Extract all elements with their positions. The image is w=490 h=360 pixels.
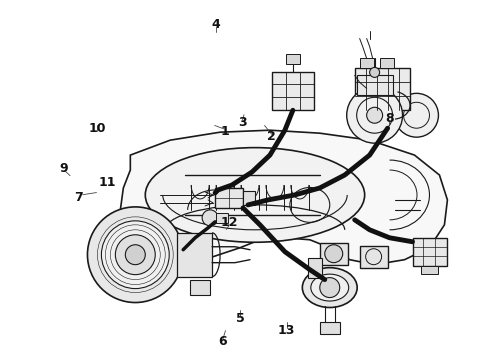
Text: 3: 3 <box>238 116 247 129</box>
Bar <box>357 75 392 95</box>
Bar <box>190 280 210 294</box>
Text: 4: 4 <box>211 18 220 31</box>
Bar <box>355 68 410 110</box>
Circle shape <box>394 93 439 137</box>
Ellipse shape <box>311 274 349 301</box>
Bar <box>420 266 439 274</box>
Bar <box>308 258 322 278</box>
Bar <box>243 191 255 205</box>
Circle shape <box>125 245 145 265</box>
Circle shape <box>367 107 383 123</box>
Text: 5: 5 <box>236 311 245 325</box>
Polygon shape <box>121 130 447 265</box>
Circle shape <box>202 210 218 226</box>
Text: 11: 11 <box>98 176 116 189</box>
Text: 2: 2 <box>268 130 276 144</box>
Bar <box>215 188 243 208</box>
Text: 13: 13 <box>278 324 295 337</box>
Bar <box>177 233 212 276</box>
Bar <box>360 58 374 68</box>
Bar <box>272 72 314 110</box>
Circle shape <box>325 245 343 263</box>
Text: 1: 1 <box>220 125 229 138</box>
Bar <box>216 213 228 223</box>
Bar <box>286 54 300 64</box>
Ellipse shape <box>302 268 357 307</box>
Circle shape <box>87 207 183 302</box>
Text: 6: 6 <box>219 335 227 348</box>
Ellipse shape <box>145 148 365 242</box>
Text: 12: 12 <box>220 216 238 229</box>
Bar <box>360 246 388 268</box>
Bar <box>380 58 393 68</box>
Text: 7: 7 <box>74 191 83 204</box>
Circle shape <box>369 67 380 77</box>
Bar <box>320 243 348 265</box>
Circle shape <box>320 278 340 298</box>
Circle shape <box>347 87 403 143</box>
Bar <box>320 323 340 334</box>
Text: 8: 8 <box>385 112 393 125</box>
Circle shape <box>115 235 155 275</box>
Text: 10: 10 <box>89 122 106 135</box>
Circle shape <box>101 221 169 289</box>
Bar <box>413 238 447 266</box>
Text: 9: 9 <box>59 162 68 175</box>
